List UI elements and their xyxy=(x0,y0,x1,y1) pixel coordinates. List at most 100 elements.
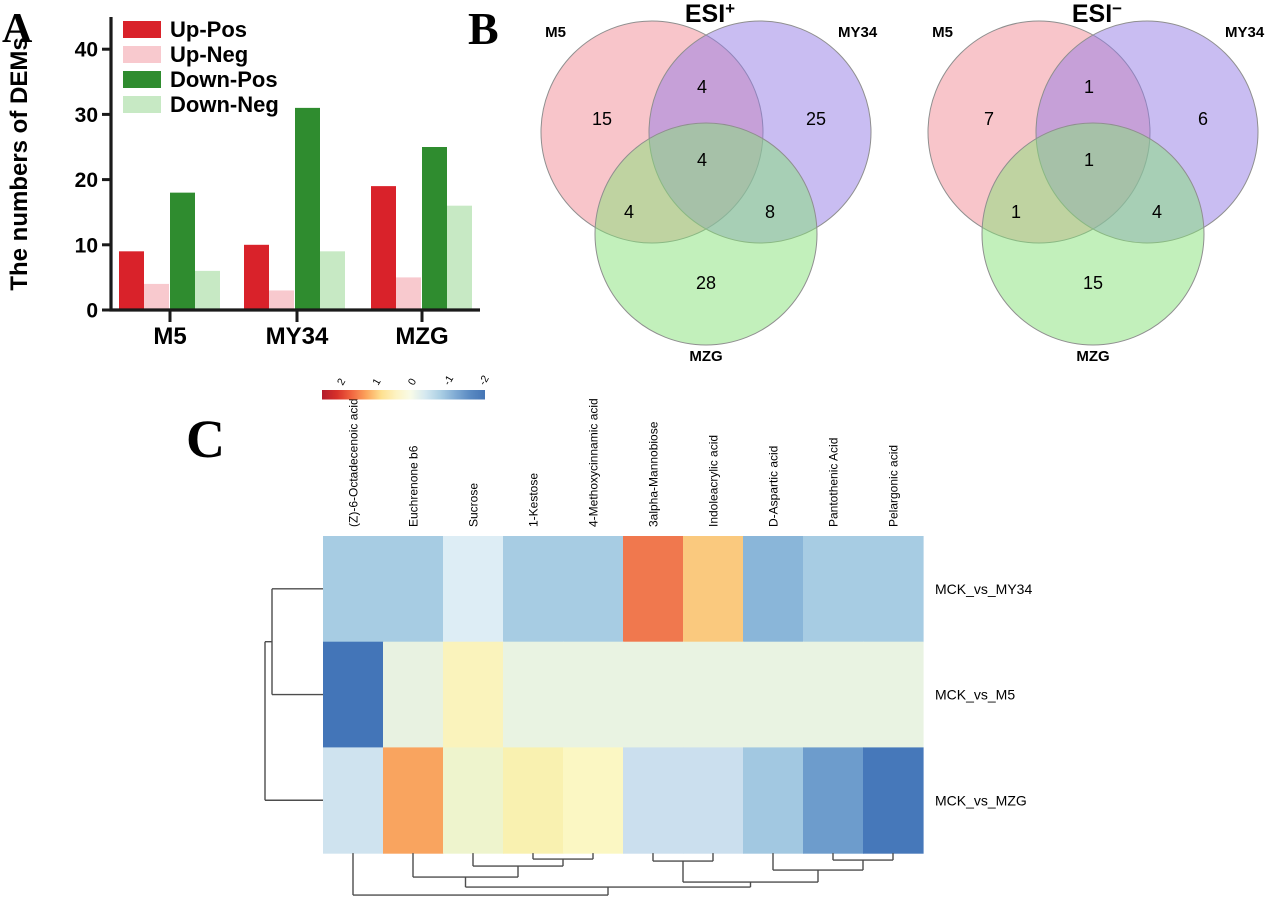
bar-down-neg-my34 xyxy=(320,251,345,310)
heatmap-row-label: MCK_vs_MZG xyxy=(935,792,1027,808)
heatmap-cell xyxy=(443,641,504,748)
venn-count-m5-only: 7 xyxy=(984,109,994,129)
colorbar-tick-label: -1 xyxy=(441,373,456,387)
y-tick-label: 20 xyxy=(75,169,98,192)
set-label-mzg: MZG xyxy=(1076,348,1109,365)
bar-up-pos-m5 xyxy=(119,251,144,310)
heatmap-cell xyxy=(323,747,384,854)
venn-count-m5-mzg: 4 xyxy=(624,202,634,222)
heatmap-cell xyxy=(803,641,864,748)
bar-chart: 0 10 20 30 40 M5 MY34 MZG The numbers of DEMs Up-… xyxy=(6,17,480,350)
heatmap-cell xyxy=(563,747,624,854)
venn-count-m5-only: 15 xyxy=(592,109,612,129)
y-tick-label: 40 xyxy=(75,39,98,62)
heatmap-cell xyxy=(623,641,684,748)
bar-down-pos-m5 xyxy=(170,192,195,310)
venn-count-m5-mzg: 1 xyxy=(1011,202,1021,222)
venn-title-sup: − xyxy=(1112,0,1122,18)
colorbar-tick-label: 2 xyxy=(335,376,348,387)
heatmap-cell xyxy=(503,747,564,854)
bar-up-pos-mzg xyxy=(371,186,396,310)
bar-up-neg-my34 xyxy=(269,290,294,310)
heatmap-column-label: 1-Kestose xyxy=(527,473,541,527)
heatmap-cell xyxy=(683,747,744,854)
heatmap-cell xyxy=(743,747,804,854)
heatmap-cell xyxy=(683,536,744,643)
heatmap-cell xyxy=(563,641,624,748)
colorbar-tick-label: 0 xyxy=(406,376,419,387)
bar-down-neg-mzg xyxy=(447,205,472,310)
heatmap-cell xyxy=(803,536,864,643)
heatmap-cell xyxy=(443,536,504,643)
heatmap-cell xyxy=(623,747,684,854)
heatmap-column-label: Sucrose xyxy=(467,483,481,527)
legend-swatch-down-pos xyxy=(123,71,161,88)
colorbar-tick-label: 1 xyxy=(370,376,383,387)
heatmap-cell xyxy=(563,536,624,643)
heatmap-row-label: MCK_vs_MY34 xyxy=(935,581,1032,597)
panel-a-label: A xyxy=(2,6,33,52)
heatmap-cell xyxy=(383,747,444,854)
y-tick-label: 0 xyxy=(86,300,98,323)
heatmap-cell xyxy=(323,536,384,643)
x-category-label: MY34 xyxy=(266,323,329,350)
heatmap-column-label: 4-Methoxycinnamic acid xyxy=(587,398,601,527)
heatmap-cell xyxy=(503,641,564,748)
legend-label: Down-Pos xyxy=(170,67,278,92)
colorbar xyxy=(322,390,485,400)
venn-count-my34-only: 25 xyxy=(806,109,826,129)
bar-up-pos-my34 xyxy=(244,244,269,310)
heatmap-cell xyxy=(743,641,804,748)
y-axis-title: The numbers of DEMs xyxy=(6,37,33,290)
heatmap-cell xyxy=(503,536,564,643)
legend-swatch-up-neg xyxy=(123,46,161,63)
heatmap-column-label: Pantothenic Acid xyxy=(827,438,841,527)
legend-swatch-down-neg xyxy=(123,96,161,113)
heatmap-cell xyxy=(623,536,684,643)
heatmap-column-label: Indoleacrylic acid xyxy=(707,435,721,527)
venn-count-my34-only: 6 xyxy=(1198,109,1208,129)
heatmap-cell xyxy=(803,747,864,854)
x-category-label: MZG xyxy=(395,323,448,350)
legend-swatch-up-pos xyxy=(123,21,161,38)
dendrograms xyxy=(264,588,894,896)
heatmap-column-label: 3alpha-Mannobiose xyxy=(647,421,661,527)
heatmap-cell xyxy=(383,641,444,748)
bar-up-neg-m5 xyxy=(144,283,169,310)
set-label-my34: MY34 xyxy=(838,24,878,41)
bar-down-pos-mzg xyxy=(422,147,447,310)
set-label-m5: M5 xyxy=(932,24,953,41)
heatmap-cell xyxy=(863,536,924,643)
venn-count-all-three: 1 xyxy=(1084,150,1094,170)
x-category-label: M5 xyxy=(153,323,186,350)
heatmap-cell xyxy=(863,641,924,748)
heatmap-cell xyxy=(443,747,504,854)
y-tick-label: 10 xyxy=(75,234,98,257)
legend-label: Up-Neg xyxy=(170,42,248,67)
heatmap-column-label: (Z)-6-Octadecenoic acid xyxy=(347,398,361,527)
heatmap-cell xyxy=(383,536,444,643)
bar-down-pos-my34 xyxy=(295,107,320,310)
heatmap-row-label: MCK_vs_M5 xyxy=(935,687,1015,703)
bar-down-neg-m5 xyxy=(195,270,220,310)
set-label-m5: M5 xyxy=(545,24,566,41)
legend-label: Up-Pos xyxy=(170,17,247,42)
heatmap-cell xyxy=(683,641,744,748)
venn-count-all-three: 4 xyxy=(697,150,707,170)
bar-up-neg-mzg xyxy=(396,277,421,310)
venn-circle-mzg xyxy=(594,122,818,346)
panel-c-label: C xyxy=(186,409,225,469)
set-label-mzg: MZG xyxy=(689,348,722,365)
venn-count-my34-mzg: 4 xyxy=(1152,202,1162,222)
venn-count-m5-my34: 4 xyxy=(697,77,707,97)
heatmap-cell xyxy=(743,536,804,643)
venn-count-mzg-only: 28 xyxy=(696,273,716,293)
legend-label: Down-Neg xyxy=(170,92,279,117)
heatmap-column-label: Pelargonic acid xyxy=(887,445,901,527)
set-label-my34: MY34 xyxy=(1225,24,1265,41)
